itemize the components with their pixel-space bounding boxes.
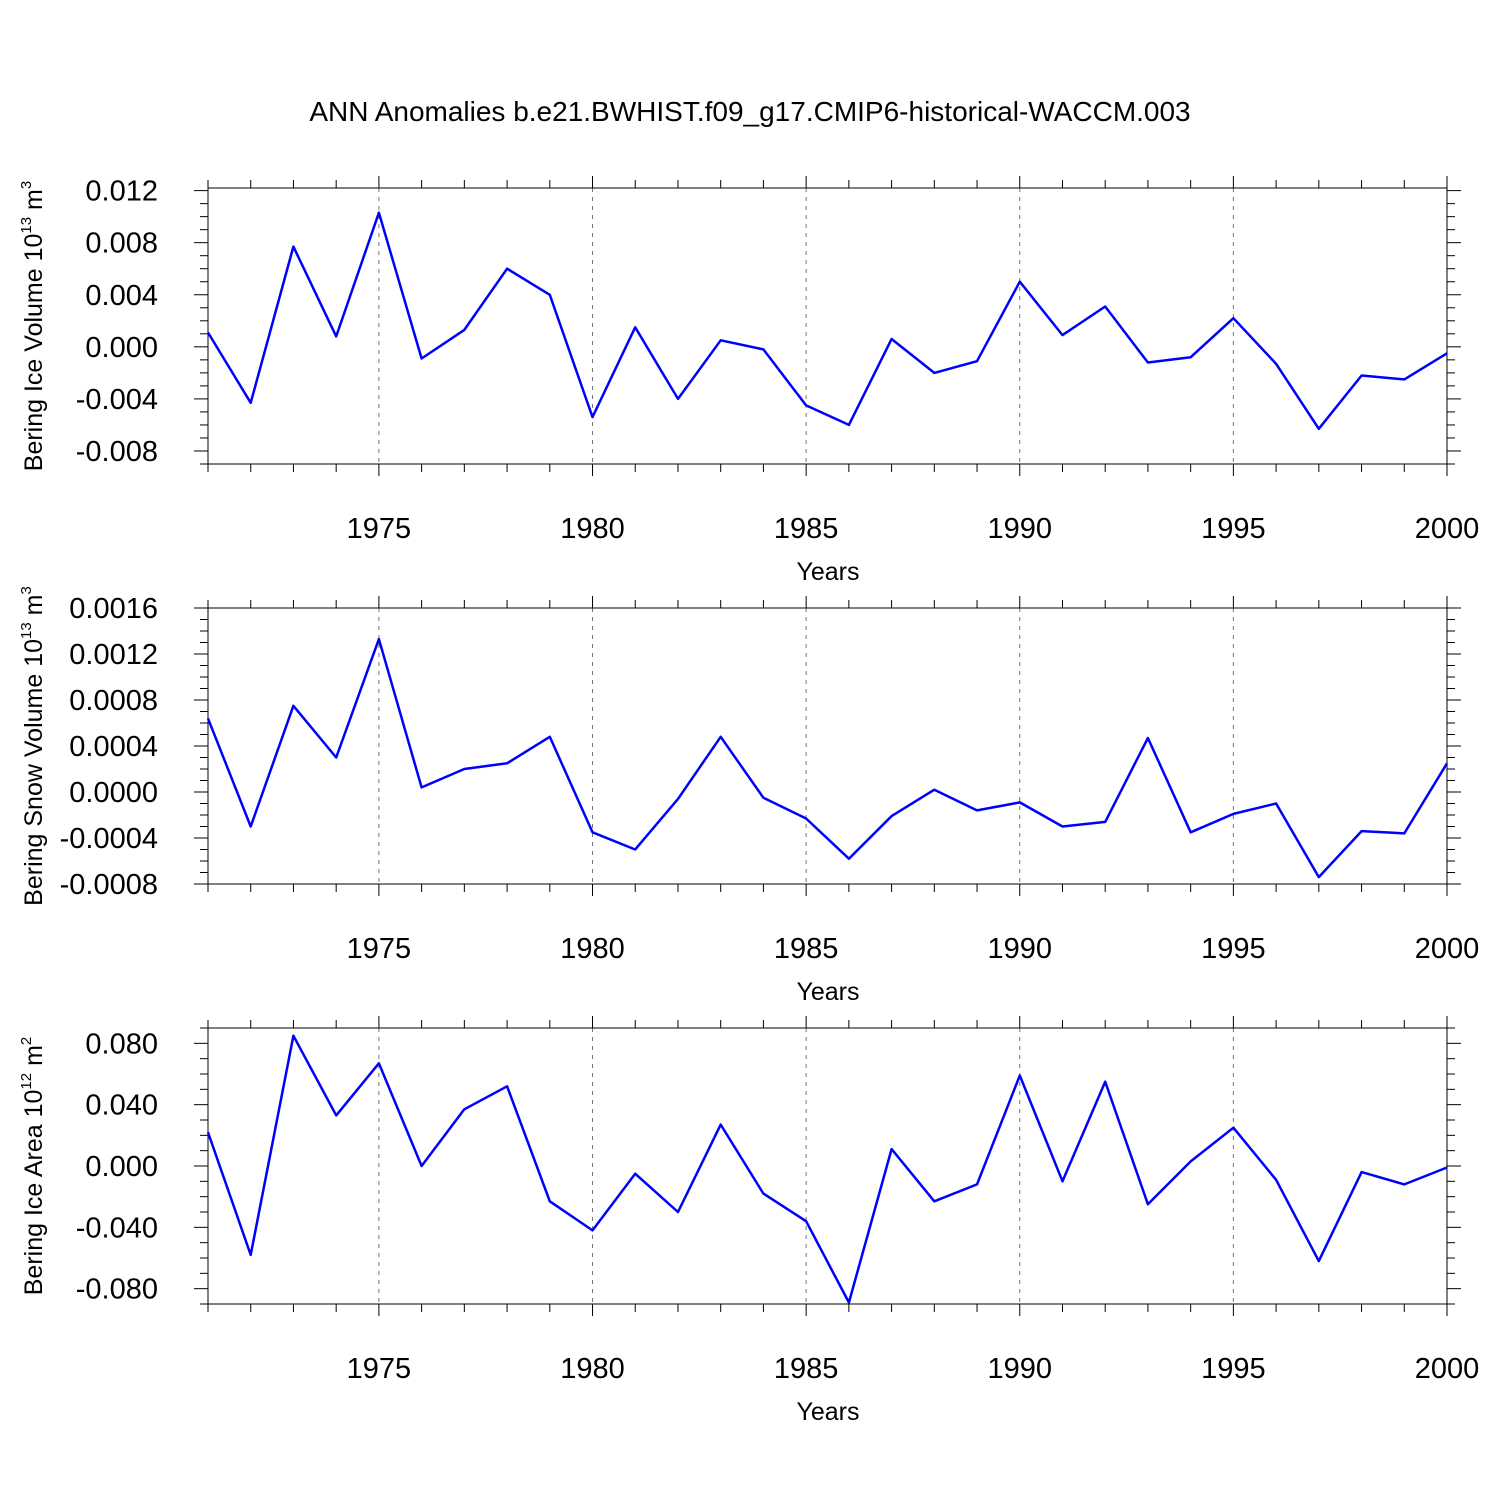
x-tick-label: 1990: [988, 933, 1053, 965]
y-tick-label: -0.004: [76, 384, 158, 416]
x-tick-label: 1980: [560, 513, 625, 545]
plot-frame: [207, 607, 1448, 885]
x-tick-label: 1995: [1201, 933, 1266, 965]
figure-title: ANN Anomalies b.e21.BWHIST.f09_g17.CMIP6…: [309, 96, 1191, 127]
y-tick-label: -0.0004: [60, 823, 158, 855]
x-tick-label: 2000: [1415, 1353, 1480, 1385]
y-tick-label: 0.012: [85, 176, 158, 208]
x-tick-label: 2000: [1415, 513, 1480, 545]
y-tick-label: 0.0004: [69, 731, 158, 763]
x-tick-label: 1995: [1201, 513, 1266, 545]
x-tick-label: 1985: [774, 1353, 839, 1385]
x-tick-label: 1985: [774, 933, 839, 965]
x-axis-label: Years: [796, 558, 859, 586]
x-tick-label: 1975: [347, 513, 412, 545]
y-tick-label: 0.0008: [69, 685, 158, 717]
panel-2: -0.0008 -0.0004 0.0000 0.0004 0.0008 0.0012 0.…: [18, 586, 1479, 1006]
y-tick-label: -0.0008: [60, 869, 158, 901]
y-tick-label: 0.040: [85, 1090, 158, 1122]
series-line: [206, 211, 1448, 431]
y-tick-label: 0.0000: [69, 777, 158, 809]
x-tick-label: 1990: [988, 1353, 1053, 1385]
series-line: [206, 1034, 1448, 1304]
y-tick-label: 0.004: [85, 280, 158, 312]
y-axis-label: Bering Ice Area 1012 m2: [18, 1037, 48, 1296]
x-tick-label: 2000: [1415, 933, 1480, 965]
x-tick-label: 1980: [560, 1353, 625, 1385]
y-tick-label: 0.0016: [69, 593, 158, 625]
panel-1: -0.008 -0.004 0.000 0.004 0.008 0.012 1975 1980…: [18, 176, 1479, 586]
y-tick-label: 0.008: [85, 228, 158, 260]
x-axis-label: Years: [796, 978, 859, 1006]
x-tick-label: 1990: [988, 513, 1053, 545]
y-tick-label: 0.080: [85, 1028, 158, 1060]
y-tick-label: -0.040: [76, 1212, 158, 1244]
y-tick-label: -0.008: [76, 436, 158, 468]
x-tick-label: 1975: [347, 1353, 412, 1385]
plot-frame: [207, 187, 1448, 465]
x-tick-label: 1985: [774, 513, 839, 545]
y-tick-label: 0.000: [85, 332, 158, 364]
x-tick-label: 1980: [560, 933, 625, 965]
y-axis-label: Bering Snow Volume 1013 m3: [18, 586, 48, 906]
x-tick-label: 1995: [1201, 1353, 1266, 1385]
y-tick-label: 0.0012: [69, 639, 158, 671]
panel-3: -0.080 -0.040 0.000 0.040 0.080 1975 1980 1985 1…: [18, 1016, 1479, 1426]
y-axis-label: Bering Ice Volume 1013 m3: [18, 181, 48, 471]
x-axis-label: Years: [796, 1398, 859, 1426]
y-tick-label: 0.000: [85, 1151, 158, 1183]
y-tick-label: -0.080: [76, 1274, 158, 1306]
x-tick-label: 1975: [347, 933, 412, 965]
series-line: [206, 637, 1449, 879]
